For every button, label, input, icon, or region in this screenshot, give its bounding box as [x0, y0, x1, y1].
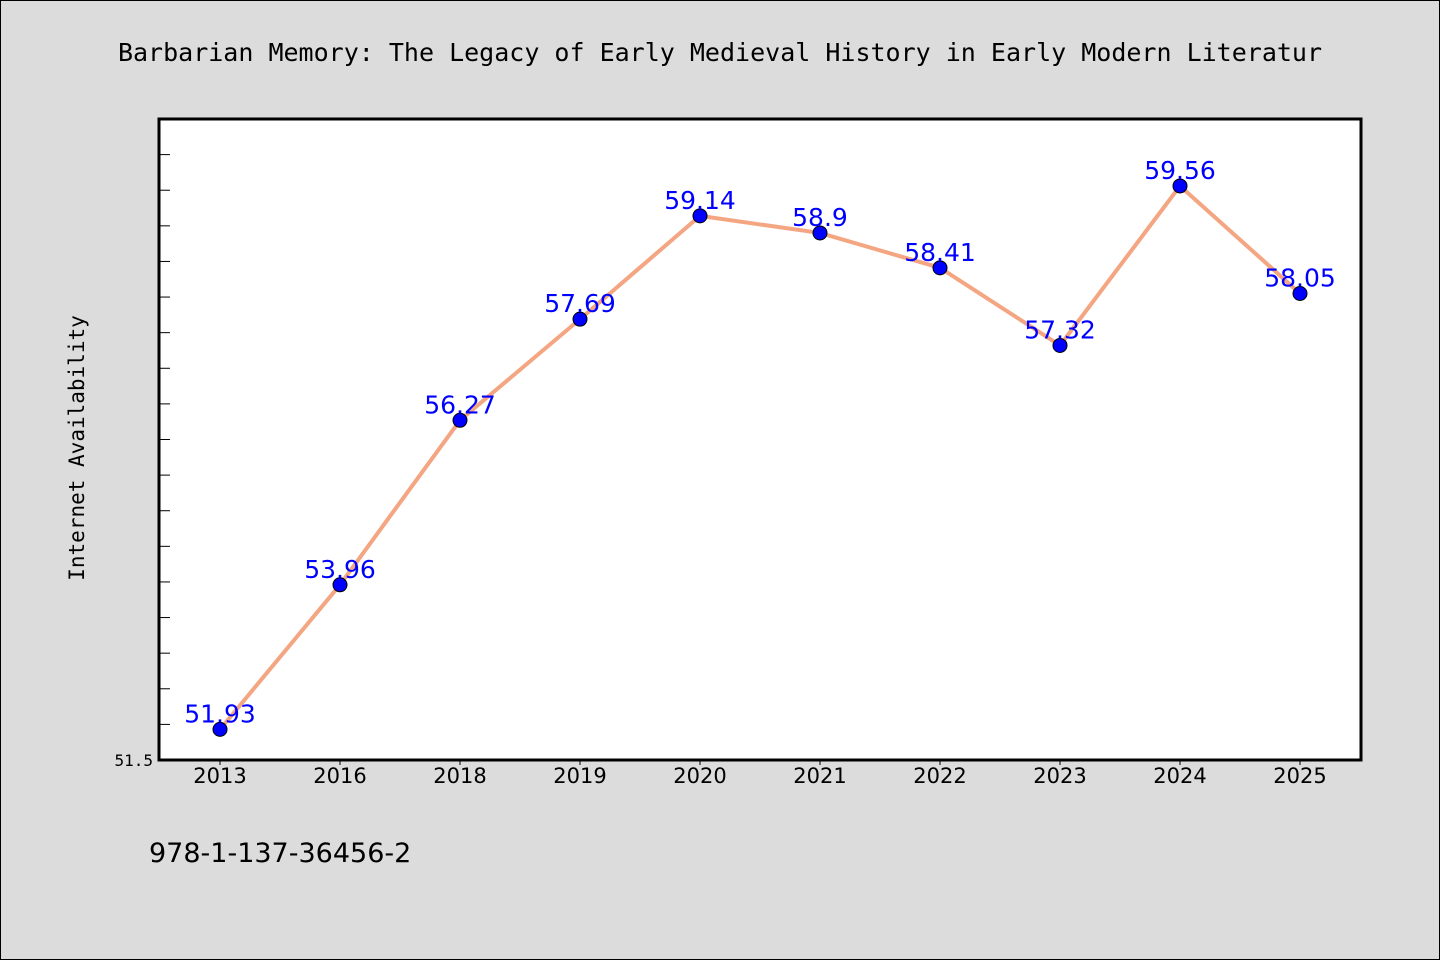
data-labels: 51.93 53.96 56.27 57.69 59.14 58.9 58.41 57.32 5…	[184, 156, 1336, 728]
data-label: 57.69	[544, 289, 616, 318]
series-line	[218, 183, 1302, 731]
data-point	[1052, 337, 1068, 353]
data-label: 53.96	[304, 555, 376, 584]
data-label: 58.05	[1264, 263, 1336, 292]
data-label: 58.41	[904, 238, 976, 267]
plot-area	[157, 117, 1363, 762]
data-point	[572, 311, 588, 327]
x-tick-label: 2016	[313, 764, 366, 788]
data-point	[812, 225, 828, 241]
data-label: 59.14	[664, 186, 736, 215]
data-point	[692, 208, 708, 224]
series-markers	[212, 178, 1308, 737]
data-point	[212, 721, 228, 737]
data-label: 51.93	[184, 699, 256, 728]
x-tick-label: 2013	[193, 764, 246, 788]
x-tick-label: 2025	[1273, 764, 1326, 788]
x-tick-label: 2019	[553, 764, 606, 788]
data-point	[1172, 178, 1188, 194]
data-label: 56.27	[424, 390, 496, 419]
y-tick-label: 51.5	[114, 751, 153, 770]
data-label: 58.9	[792, 203, 848, 232]
y-axis-label: Internet Availability	[65, 315, 89, 581]
x-axis-tick-labels: 2013 2016 2018 2019 2020 2021 2022 2023 2024 2025	[193, 760, 1327, 788]
data-label: 57.32	[1024, 315, 1096, 344]
data-point	[332, 577, 348, 593]
data-point	[932, 260, 948, 276]
x-tick-label: 2020	[673, 764, 726, 788]
x-tick-label: 2023	[1033, 764, 1086, 788]
x-tick-label: 2021	[793, 764, 846, 788]
data-point	[452, 412, 468, 428]
x-tick-label: 2018	[433, 764, 486, 788]
data-point	[1292, 285, 1308, 301]
x-tick-label: 2022	[913, 764, 966, 788]
x-tick-label: 2024	[1153, 764, 1206, 788]
y-axis-ticks	[159, 154, 170, 761]
isbn-footer: 978-1-137-36456-2	[149, 838, 411, 869]
data-label: 59.56	[1144, 156, 1216, 185]
chart-title: Barbarian Memory: The Legacy of Early Me…	[118, 38, 1322, 67]
